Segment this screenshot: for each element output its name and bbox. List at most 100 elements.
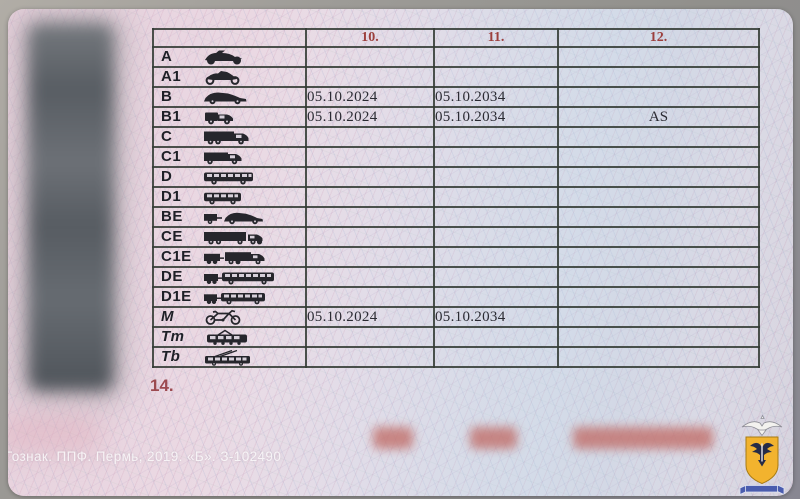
col11-value: [433, 126, 559, 148]
quadricycle-icon: [201, 109, 243, 125]
col10-value: [305, 186, 435, 208]
col12-value: [557, 286, 760, 308]
col11-value: [433, 346, 559, 368]
col12-value: [557, 346, 760, 368]
col10-value: [305, 66, 435, 88]
car-icon: [201, 89, 251, 105]
serial-number-redacted: [470, 427, 517, 449]
table-row: C1E: [152, 246, 760, 268]
col10-value: [305, 146, 435, 168]
col11-value: [433, 206, 559, 228]
category-label: CE: [161, 228, 183, 245]
table-row: CE: [152, 226, 760, 248]
table-row: M 05.10.2024 05.10.2034: [152, 306, 760, 328]
col-11-header: 11.: [433, 28, 559, 48]
category-label: Tb: [161, 348, 181, 365]
col11-value: 05.10.2034: [433, 306, 559, 328]
category-label: C1E: [161, 248, 192, 265]
col12-value: [557, 186, 760, 208]
col12-value: [557, 206, 760, 228]
col12-value: [557, 326, 760, 348]
table-row: D1: [152, 186, 760, 208]
col10-value: [305, 246, 435, 268]
col10-value: [305, 226, 435, 248]
category-label: Tm: [161, 328, 185, 345]
col12-value: [557, 46, 760, 68]
trolleybus-icon: [201, 349, 255, 365]
col12-value: AS: [557, 106, 760, 128]
table-row: BE: [152, 206, 760, 228]
col11-value: [433, 46, 559, 68]
printer-note: Гознак. ППФ. Пермь, 2019. «Б». З-102490: [8, 449, 282, 464]
car-trailer-icon: [201, 209, 269, 225]
category-label: A1: [161, 68, 182, 85]
category-label: B1: [161, 108, 182, 125]
table-row: B1 05.10.2024 05.10.2034 AS: [152, 106, 760, 128]
col11-value: [433, 146, 559, 168]
mvd-emblem-icon: [739, 414, 785, 496]
col10-value: [305, 46, 435, 68]
barcode-redacted: [28, 23, 114, 391]
table-row: Tm: [152, 326, 760, 348]
col10-value: [305, 346, 435, 368]
col-12-header: 12.: [557, 28, 760, 48]
table-row: D: [152, 166, 760, 188]
table-row: DE: [152, 266, 760, 288]
col12-value: [557, 126, 760, 148]
col10-value: 05.10.2024: [305, 86, 435, 108]
bus-trailer-icon: [201, 269, 277, 285]
table-header-row: 10. 11. 12.: [152, 28, 760, 48]
col10-value: [305, 326, 435, 348]
col10-value: 05.10.2024: [305, 106, 435, 128]
col12-value: [557, 226, 760, 248]
col10-value: [305, 266, 435, 288]
col12-value: [557, 306, 760, 328]
col10-value: 05.10.2024: [305, 306, 435, 328]
license-card-back: 10. 11. 12. A A1 B 05.10.2024 05.10.2034 B1 05…: [8, 9, 793, 496]
category-label: DE: [161, 268, 183, 285]
col11-value: [433, 326, 559, 348]
tram-icon: [201, 329, 253, 345]
table-row: A: [152, 46, 760, 68]
col12-value: [557, 86, 760, 108]
col12-value: [557, 266, 760, 288]
category-label: M: [161, 308, 174, 325]
category-label: C1: [161, 148, 182, 165]
category-label: BE: [161, 208, 183, 225]
category-label: B: [161, 88, 173, 105]
col11-value: 05.10.2034: [433, 86, 559, 108]
col10-value: [305, 286, 435, 308]
medium-truck-icon: [201, 149, 247, 165]
truck-trailer-icon: [201, 229, 271, 245]
serial-number-redacted: [573, 427, 713, 449]
col11-value: [433, 266, 559, 288]
col11-value: [433, 66, 559, 88]
bottom-left-redacted: [8, 417, 100, 451]
table-row: A1: [152, 66, 760, 88]
category-label: D1E: [161, 288, 192, 305]
col11-value: [433, 186, 559, 208]
moped-icon: [201, 309, 245, 325]
col11-value: [433, 166, 559, 188]
categories-table: 10. 11. 12. A A1 B 05.10.2024 05.10.2034 B1 05…: [152, 28, 760, 368]
light-motorcycle-icon: [201, 69, 245, 85]
table-row: Tb: [152, 346, 760, 368]
table-row: B 05.10.2024 05.10.2034: [152, 86, 760, 108]
table-row: C: [152, 126, 760, 148]
truck-icon: [201, 129, 253, 145]
category-label: A: [161, 48, 173, 65]
motorcycle-icon: [201, 49, 247, 65]
table-row: D1E: [152, 286, 760, 308]
col10-value: [305, 166, 435, 188]
category-label: D: [161, 168, 173, 185]
col11-value: [433, 246, 559, 268]
table-row: C1: [152, 146, 760, 168]
col11-value: [433, 286, 559, 308]
medium-truck-trailer-icon: [201, 249, 273, 265]
col12-value: [557, 146, 760, 168]
minibus-trailer-icon: [201, 289, 269, 305]
category-column-header: [152, 28, 307, 48]
category-label: C: [161, 128, 173, 145]
field-14-label: 14.: [150, 376, 174, 395]
